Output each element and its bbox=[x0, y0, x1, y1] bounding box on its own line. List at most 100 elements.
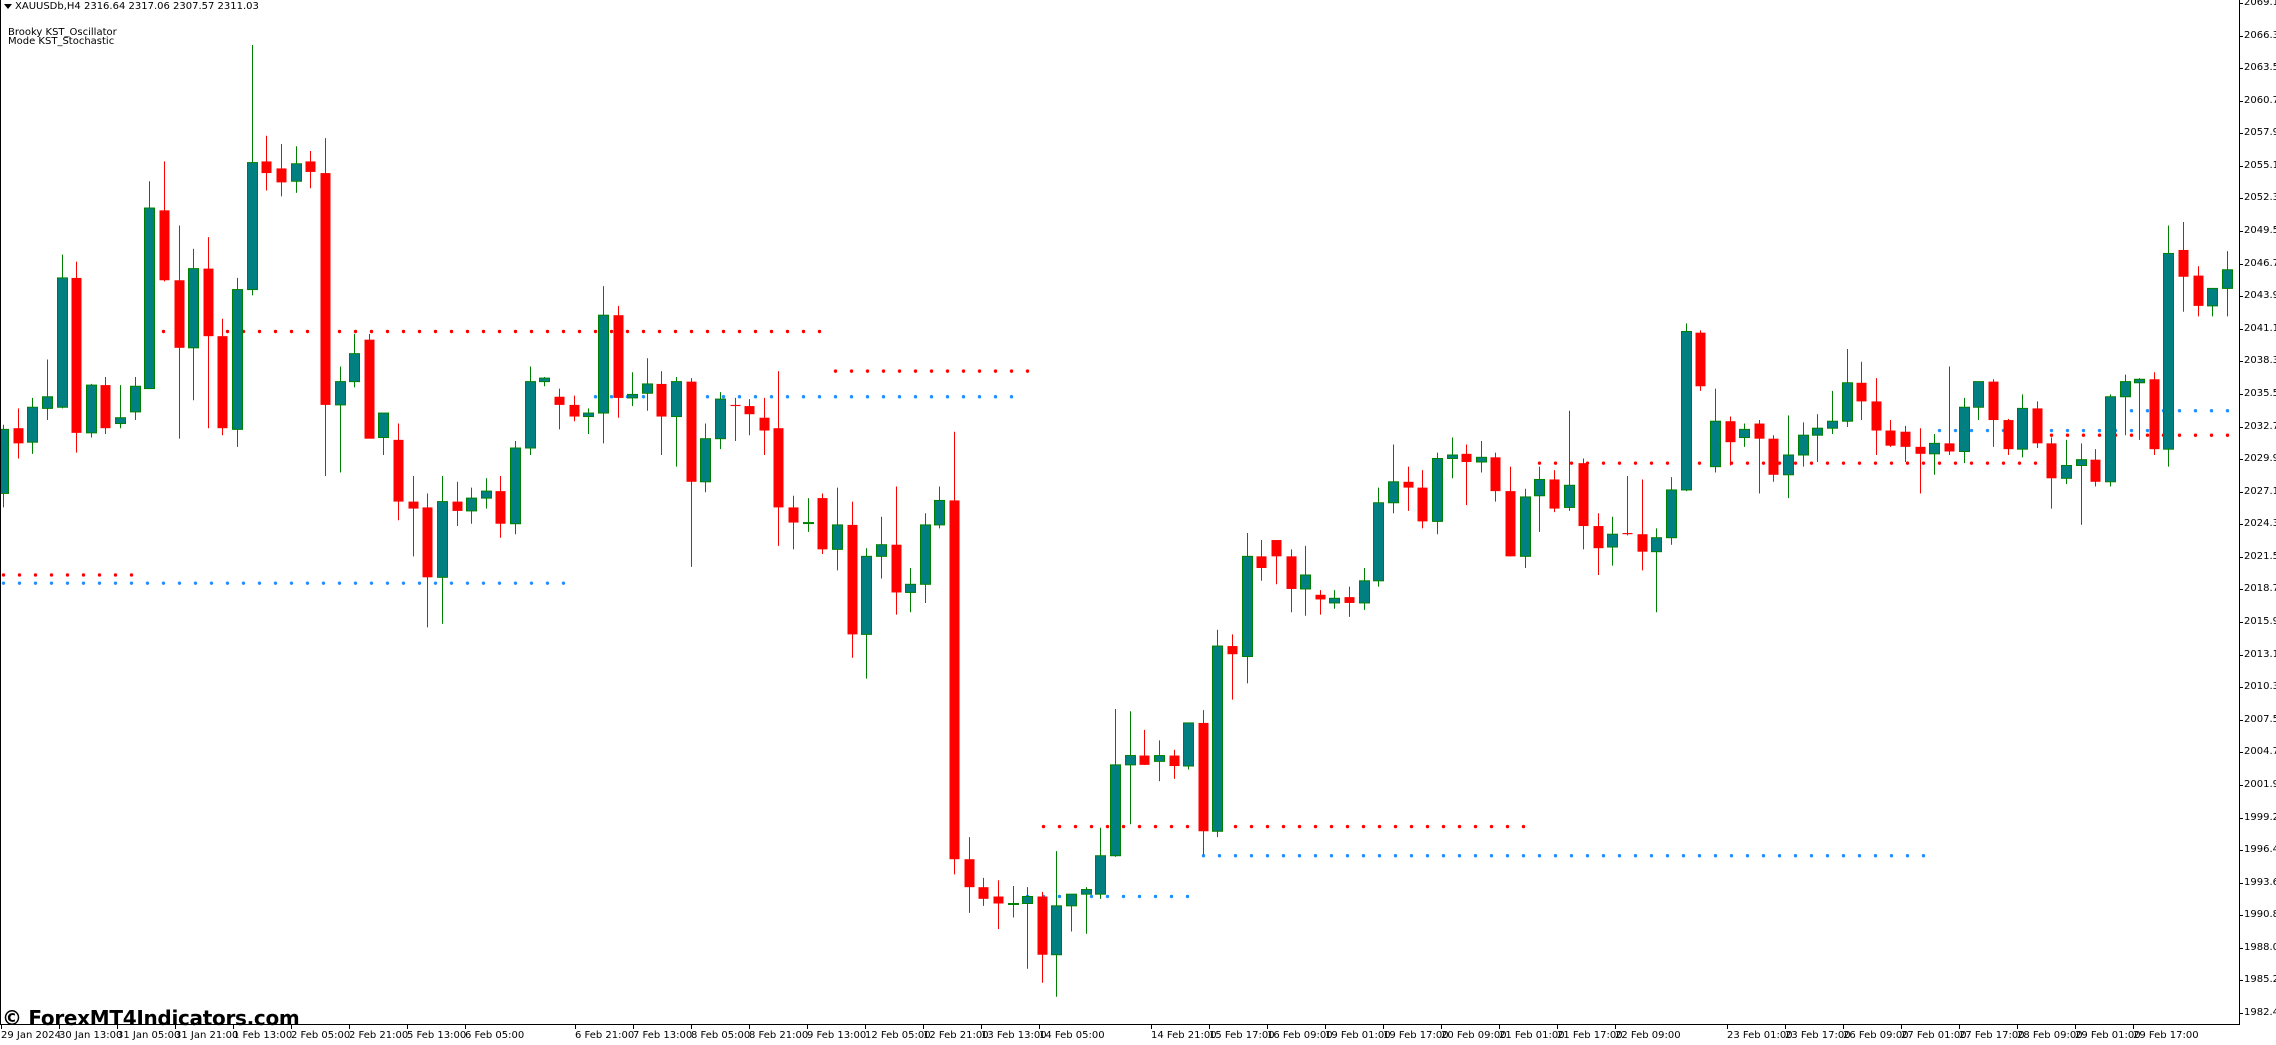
bull-candle[interactable] bbox=[1666, 489, 1677, 539]
bull-candle[interactable] bbox=[1051, 905, 1062, 956]
bull-candle[interactable] bbox=[1973, 381, 1984, 408]
bear-candle[interactable] bbox=[422, 507, 433, 578]
bear-candle[interactable] bbox=[1754, 423, 1765, 439]
bull-candle[interactable] bbox=[861, 555, 872, 635]
bear-candle[interactable] bbox=[2090, 459, 2101, 482]
bull-candle[interactable] bbox=[715, 398, 726, 440]
bear-candle[interactable] bbox=[305, 161, 316, 172]
bull-candle[interactable] bbox=[539, 377, 550, 383]
bear-candle[interactable] bbox=[1768, 438, 1779, 475]
bull-candle[interactable] bbox=[905, 583, 916, 593]
bull-candle[interactable] bbox=[1827, 420, 1838, 429]
bear-candle[interactable] bbox=[817, 498, 828, 550]
bull-candle[interactable] bbox=[2120, 381, 2131, 398]
bull-candle[interactable] bbox=[1329, 597, 1340, 604]
bull-candle[interactable] bbox=[2076, 459, 2087, 466]
bear-candle[interactable] bbox=[1461, 453, 1472, 462]
bull-candle[interactable] bbox=[2134, 378, 2145, 384]
bull-candle[interactable] bbox=[1388, 481, 1399, 504]
bear-candle[interactable] bbox=[1695, 332, 1706, 387]
bear-candle[interactable] bbox=[613, 315, 624, 398]
bull-candle[interactable] bbox=[642, 383, 653, 394]
candlestick-plot[interactable] bbox=[1, 0, 2239, 1024]
bull-candle[interactable] bbox=[144, 207, 155, 390]
bull-candle[interactable] bbox=[1373, 502, 1384, 582]
bear-candle[interactable] bbox=[1169, 755, 1180, 767]
bear-candle[interactable] bbox=[1490, 457, 1501, 492]
bull-candle[interactable] bbox=[1476, 456, 1487, 463]
bull-candle[interactable] bbox=[349, 353, 360, 383]
bull-candle[interactable] bbox=[1710, 420, 1721, 468]
bull-candle[interactable] bbox=[627, 393, 638, 399]
bull-candle[interactable] bbox=[27, 406, 38, 443]
bear-candle[interactable] bbox=[2149, 379, 2160, 450]
bear-candle[interactable] bbox=[1256, 556, 1267, 568]
bear-candle[interactable] bbox=[2003, 420, 2014, 450]
bear-candle[interactable] bbox=[1227, 646, 1238, 655]
bear-candle[interactable] bbox=[1622, 533, 1633, 535]
bull-candle[interactable] bbox=[232, 289, 243, 430]
bull-candle[interactable] bbox=[466, 497, 477, 512]
bear-candle[interactable] bbox=[174, 280, 185, 348]
bull-candle[interactable] bbox=[1432, 457, 1443, 522]
bear-candle[interactable] bbox=[759, 417, 770, 431]
bull-candle[interactable] bbox=[700, 438, 711, 483]
bull-candle[interactable] bbox=[1095, 855, 1106, 895]
bull-candle[interactable] bbox=[1534, 478, 1545, 497]
bear-candle[interactable] bbox=[1198, 722, 1209, 832]
bull-candle[interactable] bbox=[1183, 722, 1194, 767]
bear-candle[interactable] bbox=[730, 404, 741, 407]
bull-candle[interactable] bbox=[832, 524, 843, 550]
bull-candle[interactable] bbox=[335, 381, 346, 406]
bull-candle[interactable] bbox=[1842, 382, 1853, 422]
bear-candle[interactable] bbox=[949, 500, 960, 860]
bull-candle[interactable] bbox=[1651, 537, 1662, 553]
bear-candle[interactable] bbox=[2046, 443, 2057, 479]
bear-candle[interactable] bbox=[71, 277, 82, 433]
bull-candle[interactable] bbox=[1300, 574, 1311, 590]
bear-candle[interactable] bbox=[1505, 491, 1516, 557]
bear-candle[interactable] bbox=[261, 161, 272, 174]
bull-candle[interactable] bbox=[2207, 287, 2218, 307]
bull-candle[interactable] bbox=[1783, 454, 1794, 476]
bull-candle[interactable] bbox=[2017, 407, 2028, 450]
collapse-triangle-icon[interactable] bbox=[4, 3, 12, 9]
bear-candle[interactable] bbox=[320, 173, 331, 405]
bear-candle[interactable] bbox=[978, 887, 989, 899]
bull-candle[interactable] bbox=[1607, 533, 1618, 548]
bear-candle[interactable] bbox=[203, 268, 214, 337]
bull-candle[interactable] bbox=[1, 428, 9, 494]
bear-candle[interactable] bbox=[1593, 526, 1604, 549]
bull-candle[interactable] bbox=[803, 522, 814, 525]
bear-candle[interactable] bbox=[891, 544, 902, 593]
bull-candle[interactable] bbox=[1520, 496, 1531, 557]
bull-candle[interactable] bbox=[1081, 889, 1092, 895]
bear-candle[interactable] bbox=[1549, 479, 1560, 509]
bull-candle[interactable] bbox=[1008, 902, 1019, 905]
bear-candle[interactable] bbox=[1139, 755, 1150, 765]
bear-candle[interactable] bbox=[686, 381, 697, 482]
bear-candle[interactable] bbox=[554, 396, 565, 405]
bear-candle[interactable] bbox=[1315, 594, 1326, 600]
bear-candle[interactable] bbox=[276, 168, 287, 183]
bear-candle[interactable] bbox=[1403, 481, 1414, 488]
bear-candle[interactable] bbox=[1271, 540, 1282, 557]
bear-candle[interactable] bbox=[452, 501, 463, 511]
bear-candle[interactable] bbox=[1944, 443, 1955, 452]
bull-candle[interactable] bbox=[1242, 555, 1253, 658]
bear-candle[interactable] bbox=[2193, 275, 2204, 306]
bull-candle[interactable] bbox=[115, 417, 126, 425]
bull-candle[interactable] bbox=[2105, 396, 2116, 483]
bull-candle[interactable] bbox=[934, 499, 945, 526]
bull-candle[interactable] bbox=[188, 268, 199, 349]
bull-candle[interactable] bbox=[247, 162, 258, 291]
bull-candle[interactable] bbox=[920, 524, 931, 585]
bear-candle[interactable] bbox=[1885, 430, 1896, 446]
bull-candle[interactable] bbox=[1125, 755, 1136, 766]
bear-candle[interactable] bbox=[217, 336, 228, 429]
bear-candle[interactable] bbox=[1037, 896, 1048, 955]
bear-candle[interactable] bbox=[847, 524, 858, 635]
bull-candle[interactable] bbox=[671, 381, 682, 418]
bear-candle[interactable] bbox=[495, 491, 506, 524]
bear-candle[interactable] bbox=[1915, 446, 1926, 454]
